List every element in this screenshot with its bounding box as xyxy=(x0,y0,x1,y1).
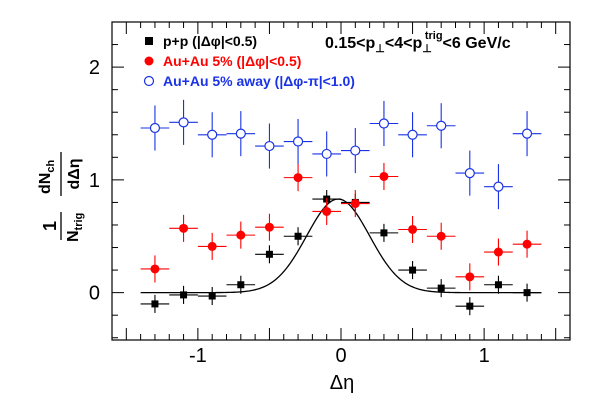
data-point-filled-circle xyxy=(379,171,389,181)
y-label-n-trig: Ntrig xyxy=(65,213,85,242)
annotation-part-1: 0.15<p xyxy=(325,35,375,52)
x-axis-tick-labels: -1 0 1 xyxy=(189,345,490,367)
annotation-part-3: <6 GeV/c xyxy=(443,35,511,52)
y-tick-label: 2 xyxy=(89,57,100,79)
data-point-filled-circle xyxy=(322,206,332,216)
data-point-filled-circle xyxy=(465,272,475,282)
data-point-open-circle xyxy=(292,136,304,147)
legend-marker-auau-away xyxy=(143,75,155,87)
data-point-square xyxy=(466,302,474,310)
legend: p+p (|Δφ|<0.5) Au+Au 5% (|Δφ|<0.5) Au+Au… xyxy=(143,33,355,89)
data-point-square xyxy=(237,281,245,289)
data-point-filled-circle xyxy=(350,199,360,209)
data-point-open-circle xyxy=(178,117,189,128)
data-point-open-circle xyxy=(407,129,418,140)
y-label-ch-sub: ch xyxy=(45,160,57,173)
y-label-n: N xyxy=(65,230,82,242)
data-point-open-circle xyxy=(378,118,390,129)
series-2 xyxy=(140,99,542,210)
y-label-dn-main: dN xyxy=(37,173,54,194)
x-tick-label: 1 xyxy=(479,345,490,367)
y-label-deta: dΔη xyxy=(66,158,83,189)
annotation-trig: trig xyxy=(425,30,443,42)
data-point-square xyxy=(523,289,531,297)
data-point-filled-circle xyxy=(179,223,189,233)
y-tick-label: 0 xyxy=(89,283,100,305)
legend-label-auau: Au+Au 5% (|Δφ|<0.5) xyxy=(163,53,301,69)
data-point-square xyxy=(208,292,216,300)
y-label-trig-sub: trig xyxy=(73,213,85,231)
data-point-filled-circle xyxy=(436,231,446,241)
y-label-prefix: 1 xyxy=(40,221,60,231)
data-point-filled-circle xyxy=(150,264,160,274)
data-point-open-circle xyxy=(493,181,504,192)
x-axis-label: Δη xyxy=(330,372,354,394)
data-point-square xyxy=(265,250,273,258)
annotation-perp-2: ⊥ xyxy=(422,43,432,55)
data-point-square xyxy=(294,232,302,240)
x-tick-label: 0 xyxy=(335,345,346,367)
y-tick-label: 1 xyxy=(89,170,100,192)
data-point-filled-circle xyxy=(493,247,503,257)
data-series xyxy=(140,99,542,316)
data-point-square xyxy=(409,266,417,274)
data-point-open-circle xyxy=(149,122,161,134)
data-point-open-circle xyxy=(464,168,475,179)
data-point-filled-circle xyxy=(408,224,418,234)
data-point-square xyxy=(180,291,188,299)
data-point-open-circle xyxy=(350,145,361,156)
data-point-open-circle xyxy=(235,128,246,139)
data-point-open-circle xyxy=(264,140,275,152)
data-point-square xyxy=(437,284,445,292)
data-point-open-circle xyxy=(436,120,447,131)
annotation-perp-1: ⊥ xyxy=(375,43,385,55)
legend-marker-auau xyxy=(144,56,154,66)
data-point-filled-circle xyxy=(293,173,303,183)
y-axis-ticks xyxy=(112,21,570,339)
data-point-open-circle xyxy=(321,148,332,160)
x-axis-ticks xyxy=(111,22,571,340)
data-point-square xyxy=(380,229,388,237)
data-point-open-circle xyxy=(207,129,218,140)
data-point-filled-circle xyxy=(207,241,217,251)
series-1 xyxy=(140,162,542,291)
y-label-dn: dNch xyxy=(37,160,57,194)
legend-label-auau-away: Au+Au 5% away (|Δφ-π|<1.0) xyxy=(163,73,355,89)
series-0 xyxy=(140,190,542,316)
x-tick-label: -1 xyxy=(189,345,207,367)
data-point-square xyxy=(151,300,159,308)
annotation-part-2: <4<p xyxy=(385,35,423,52)
data-point-open-circle xyxy=(521,128,533,139)
y-axis-tick-labels: 0 1 2 xyxy=(89,57,100,305)
data-point-filled-circle xyxy=(264,222,274,232)
kinematic-cut-annotation: 0.15<p⊥<4<p⊥trig<6 GeV/c xyxy=(325,30,511,55)
data-point-square xyxy=(494,281,502,289)
y-axis-label: 1 Ntrig dNch dΔη xyxy=(37,152,85,242)
data-point-filled-circle xyxy=(522,239,532,249)
legend-marker-pp xyxy=(145,37,153,45)
legend-label-pp: p+p (|Δφ|<0.5) xyxy=(163,33,257,49)
data-point-filled-circle xyxy=(236,230,246,240)
